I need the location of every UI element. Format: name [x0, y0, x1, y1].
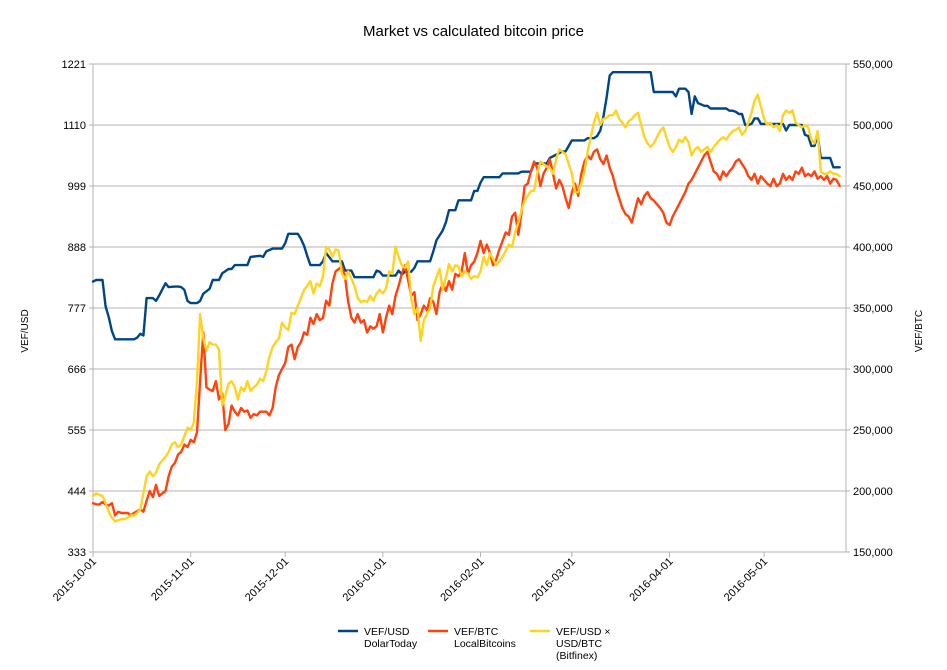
left-tick-label: 999	[68, 181, 86, 193]
legend-label-3: USD/BTC	[556, 638, 603, 650]
right-tick-label: 450,000	[853, 181, 893, 193]
legend-label-3: VEF/USD ×	[556, 626, 611, 638]
right-tick-label: 200,000	[853, 486, 893, 498]
left-tick-label: 666	[68, 364, 86, 376]
chart-title: Market vs calculated bitcoin price	[363, 23, 584, 40]
right-tick-label: 550,000	[853, 59, 893, 71]
legend-label-2: LocalBitcoins	[454, 638, 516, 650]
legend-label-3: (Bitfinex)	[556, 650, 597, 662]
series-lines	[91, 70, 841, 523]
right-tick-label: 250,000	[853, 425, 893, 437]
legend-label-1: VEF/USD	[364, 626, 410, 638]
right-tick-label: 400,000	[853, 242, 893, 254]
left-tick-label: 777	[68, 303, 86, 315]
right-tick-label: 300,000	[853, 364, 893, 376]
series-line-3	[91, 93, 841, 523]
legend-label-1: DolarToday	[364, 638, 418, 650]
right-tick-label: 150,000	[853, 547, 893, 559]
right-axis-ticks: 150,000 200,000 250,000 300,000 350,000 400,0…	[846, 59, 893, 559]
legend-label-2: VEF/BTC	[454, 626, 499, 638]
left-tick-label: 333	[68, 547, 86, 559]
left-tick-label: 555	[68, 425, 86, 437]
left-axis-ticks: 333 444 555 666 777 888 999 1110 1221	[62, 59, 93, 559]
left-axis-title: VEF/USD	[20, 309, 31, 352]
right-axis-title: VEF/BTC	[914, 310, 925, 352]
series-line-1	[91, 70, 841, 341]
right-tick-label: 500,000	[853, 120, 893, 132]
left-tick-label: 1110	[63, 120, 86, 132]
left-tick-label: 1221	[62, 59, 86, 71]
left-tick-label: 888	[68, 242, 86, 254]
right-tick-label: 350,000	[853, 303, 893, 315]
left-tick-label: 444	[68, 486, 86, 498]
